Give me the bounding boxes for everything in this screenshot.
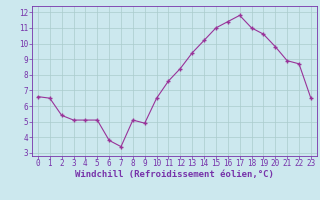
X-axis label: Windchill (Refroidissement éolien,°C): Windchill (Refroidissement éolien,°C) — [75, 170, 274, 179]
